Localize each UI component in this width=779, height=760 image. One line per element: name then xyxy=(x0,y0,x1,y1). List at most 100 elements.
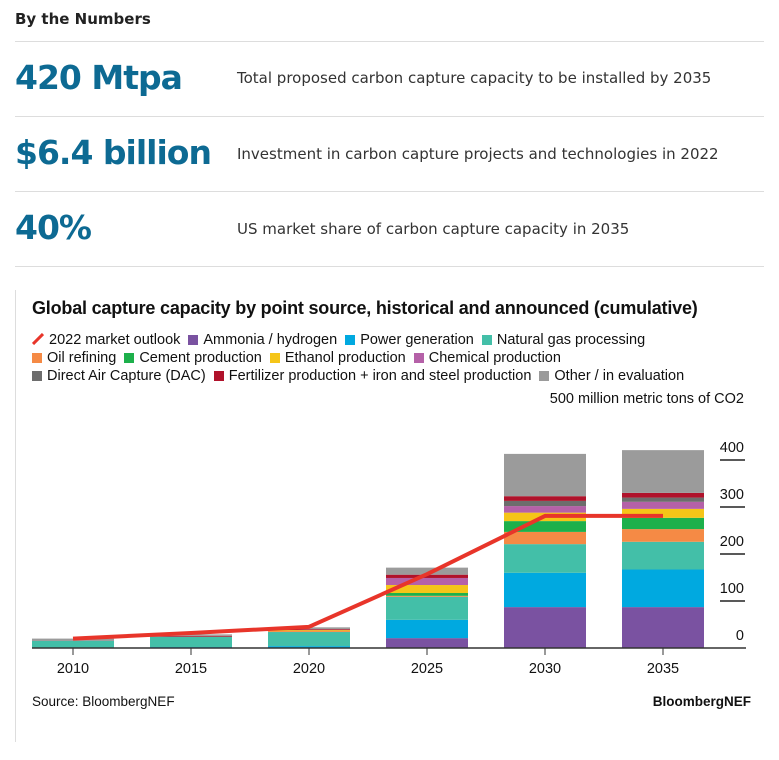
bar-segment xyxy=(504,544,586,573)
x-tick-label: 2035 xyxy=(647,661,679,677)
legend-item: 2022 market outlook xyxy=(31,331,181,349)
bar-segment xyxy=(504,607,586,648)
legend-item: Fertilizer production + iron and steel p… xyxy=(213,367,532,385)
source-note: Source: BloombergNEF xyxy=(32,694,175,709)
divider xyxy=(15,266,764,267)
bar-segment xyxy=(504,453,586,497)
bar-segment xyxy=(386,577,468,586)
legend-label: Cement production xyxy=(139,350,262,366)
bar-segment xyxy=(32,640,114,648)
stat-value: $6.4 billion xyxy=(15,133,212,172)
bar-segment xyxy=(150,634,232,636)
bar-segment xyxy=(32,638,114,641)
bar-segment xyxy=(504,506,586,513)
stat-label: Total proposed carbon capture capacity t… xyxy=(237,69,712,87)
bar-segment xyxy=(386,585,468,594)
chart-border xyxy=(15,290,16,742)
legend-item: Ethanol production xyxy=(269,349,406,367)
bar-segment xyxy=(504,531,586,545)
bar-segment xyxy=(622,497,704,502)
outlook-line xyxy=(72,513,663,641)
legend-label: Ethanol production xyxy=(284,350,406,366)
legend-label: 2022 market outlook xyxy=(49,332,181,348)
bar-segment xyxy=(268,630,350,632)
legend-swatch xyxy=(32,353,42,363)
legend-item: Oil refining xyxy=(32,349,116,367)
bar-segment xyxy=(386,593,468,596)
legend-swatch xyxy=(269,353,280,363)
bar-segment xyxy=(268,646,350,648)
bar-segment xyxy=(150,636,232,648)
legend-item: Chemical production xyxy=(413,349,561,367)
legend-item: Other / in evaluation xyxy=(539,367,684,385)
x-tick-label: 2015 xyxy=(175,661,207,677)
bar-segment xyxy=(386,595,468,597)
bar-segment xyxy=(622,450,704,493)
chart-legend: 2022 market outlook Ammonia / hydrogen Pow… xyxy=(31,331,732,385)
bar-segment xyxy=(622,492,704,498)
legend-label: Chemical production xyxy=(428,350,561,366)
x-tick-label: 2020 xyxy=(293,661,325,677)
bar-segment xyxy=(268,629,350,631)
y-tick-label: 100 xyxy=(720,581,744,597)
legend-swatch xyxy=(539,371,550,381)
legend-label: Direct Air Capture (DAC) xyxy=(47,368,206,384)
bar-segment xyxy=(386,619,468,639)
legend-swatch xyxy=(413,353,424,363)
bar-segment xyxy=(622,607,704,648)
legend-swatch xyxy=(188,335,199,345)
bar-segment xyxy=(622,508,704,518)
bar-segment xyxy=(622,517,704,530)
legend-item: Natural gas processing xyxy=(481,331,646,349)
divider xyxy=(15,191,764,192)
bar-segment xyxy=(150,635,232,637)
legend-swatch xyxy=(345,335,356,345)
legend-swatch xyxy=(481,335,492,345)
bar-segment xyxy=(622,541,704,570)
x-tick-label: 2025 xyxy=(411,661,443,677)
legend-swatch xyxy=(213,371,224,381)
y-tick-label: 300 xyxy=(720,487,744,503)
stat-value: 40% xyxy=(15,208,92,247)
bar-segment xyxy=(386,567,468,575)
bar-segment xyxy=(622,569,704,608)
stat-value: 420 Mtpa xyxy=(15,58,183,97)
chart-plot: 2010 2015 2020 2025 2030 2035 0 100 200 300 400 xyxy=(32,440,746,677)
legend-label: Ammonia / hydrogen xyxy=(203,332,338,348)
legend-label: Natural gas processing xyxy=(496,332,646,348)
legend-label: Oil refining xyxy=(47,350,117,366)
line-swatch-icon xyxy=(31,332,45,346)
legend-label: Power generation xyxy=(360,332,474,348)
legend-swatch xyxy=(32,371,42,381)
legend-item: Ammonia / hydrogen xyxy=(188,331,337,349)
section-title: By the Numbers xyxy=(15,10,151,28)
legend-item: Cement production xyxy=(124,349,262,367)
bar-segment xyxy=(268,632,350,647)
y-tick-label: 0 xyxy=(736,628,744,644)
legend-label: Fertilizer production + iron and steel p… xyxy=(228,368,532,384)
bar-segment xyxy=(622,501,704,509)
y-tick-label: 400 xyxy=(720,440,744,456)
bar-segment xyxy=(622,529,704,542)
bar-segment xyxy=(268,631,350,633)
stat-label: Investment in carbon capture projects an… xyxy=(237,145,719,163)
brand-logo: BloombergNEF xyxy=(652,694,751,709)
bar-segment xyxy=(386,638,468,648)
legend-label: Other / in evaluation xyxy=(554,368,685,384)
legend-item: Power generation xyxy=(345,331,474,349)
x-tick-label: 2010 xyxy=(57,661,89,677)
bar-segment xyxy=(504,496,586,501)
stat-label: US market share of carbon capture capaci… xyxy=(237,220,630,238)
divider xyxy=(15,41,764,42)
chart-title: Global capture capacity by point source,… xyxy=(32,298,698,318)
bar-segment xyxy=(386,596,468,620)
legend-swatch xyxy=(124,353,135,363)
bar-segment xyxy=(504,521,586,532)
y-axis-label: 500 million metric tons of CO2 xyxy=(549,391,744,407)
bar-segment xyxy=(504,500,586,507)
divider xyxy=(15,116,764,117)
x-tick-label: 2030 xyxy=(529,661,561,677)
bar-segment xyxy=(504,572,586,608)
legend-item: Direct Air Capture (DAC) xyxy=(32,367,206,385)
y-tick-label: 200 xyxy=(720,534,744,550)
